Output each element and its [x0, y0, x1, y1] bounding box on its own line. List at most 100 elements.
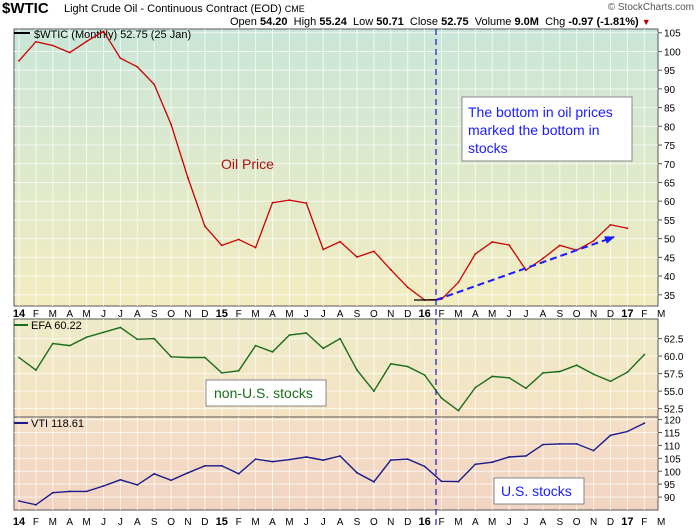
x-tick-label: J: [101, 309, 106, 320]
x-tick-label: D: [201, 517, 208, 528]
oil-data-point: [322, 248, 325, 251]
x-tick-label: M: [251, 517, 259, 528]
x-tick-label: F: [438, 309, 444, 320]
oil-data-point: [51, 44, 54, 47]
efa-data-point: [153, 337, 156, 340]
volume-value: 9.0M: [514, 16, 539, 28]
efa-y-tick-label: 57.5: [664, 370, 684, 381]
efa-y-tick-label: 55.0: [664, 387, 684, 398]
efa-data-point: [457, 409, 460, 412]
x-tick-label: J: [304, 309, 309, 320]
down-triangle-icon: ▼: [641, 17, 651, 27]
x-tick-label: J: [118, 517, 123, 528]
x-tick-label: 17: [621, 516, 633, 528]
vti-data-point: [153, 472, 156, 475]
oil-price-panel: 35 40 45 50 55 60 65 70 75 80 85 90 95 100 105 $WTIC (…: [13, 28, 681, 307]
oil-data-point: [491, 241, 494, 243]
oil-grid: [14, 29, 662, 306]
x-tick-label: F: [33, 517, 39, 528]
x-tick-label: O: [370, 309, 378, 320]
x-tick-label: M: [82, 517, 90, 528]
x-tick-label: A: [269, 309, 276, 320]
oil-y-tick-label: 105: [664, 29, 681, 40]
efa-data-point: [592, 373, 595, 376]
vti-y-tick-label: 95: [664, 480, 676, 491]
vti-data-point: [423, 465, 426, 468]
oil-data-point: [474, 253, 477, 255]
x-tick-label: F: [236, 517, 242, 528]
efa-panel: 52.5 55.0 57.5 60.0 62.5 EFA 60.22 non-U.S. …: [13, 318, 684, 418]
x-tick-label: M: [488, 517, 496, 528]
x-tick-label: D: [607, 517, 614, 528]
x-tick-label: 15: [216, 308, 228, 320]
oil-data-point: [237, 238, 240, 241]
x-tick-label: A: [540, 309, 547, 320]
x-tick-label: F: [641, 309, 647, 320]
efa-data-point: [525, 387, 527, 390]
close-label: Close: [409, 16, 439, 28]
x-tick-label: A: [134, 517, 141, 528]
x-axis-top: 14 F M A M J J A S O N D 15 F M A M J J A S O N D 16 F M A M J J A S O N D 1…: [13, 308, 665, 320]
close-value: 52.75: [441, 16, 469, 28]
oil-data-point: [356, 256, 358, 258]
oil-y-tick-label: 95: [664, 66, 676, 77]
oil-y-tick-label: 40: [664, 272, 676, 283]
vti-data-point: [220, 464, 223, 467]
vti-y-tick-label: 100: [664, 467, 681, 478]
high-value: 55.24: [319, 16, 347, 28]
x-axis-bottom: 14 F M A M J J A S O N D 15 F M A M J J A S O N D 16 F M A M J J A S O N D 1…: [13, 516, 665, 528]
us-label-box: [493, 477, 585, 505]
low-value: 50.71: [376, 16, 404, 28]
efa-data-point: [68, 344, 71, 347]
callout-line-2: marked the bottom in: [468, 122, 600, 138]
x-tick-label: S: [151, 517, 158, 528]
vti-data-point: [592, 449, 595, 452]
x-tick-label: 15: [216, 516, 228, 528]
x-tick-label: M: [657, 309, 665, 320]
x-tick-label: J: [321, 309, 326, 320]
oil-data-point: [525, 269, 527, 271]
efa-data-point: [35, 369, 37, 371]
oil-y-axis: 35 40 45 50 55 60 65 70 75 80 85 90 95 100 105: [658, 29, 681, 302]
watermark[interactable]: © StockCharts.com: [607, 2, 694, 13]
vti-data-point: [440, 480, 443, 483]
efa-data-point: [288, 334, 291, 336]
non-us-stocks-label: non-U.S. stocks: [214, 385, 313, 401]
efa-points: [18, 326, 646, 412]
callout-box: [461, 96, 633, 162]
vti-data-point: [18, 500, 20, 502]
vti-data-point: [643, 422, 646, 425]
efa-data-point: [626, 371, 629, 374]
x-tick-label: S: [556, 309, 563, 320]
vti-data-point: [558, 442, 561, 445]
oil-data-point: [170, 123, 173, 126]
x-tick-label: D: [404, 309, 411, 320]
vti-data-point: [136, 484, 139, 486]
x-tick-label: N: [590, 309, 597, 320]
x-tick-label: N: [387, 517, 394, 528]
oil-data-point: [305, 202, 308, 204]
x-tick-label: 14: [13, 516, 26, 528]
x-tick-label: M: [454, 309, 462, 320]
vti-data-point: [68, 490, 71, 493]
description-text: Light Crude Oil - Continuous Contract (E…: [64, 3, 282, 15]
x-tick-label: M: [49, 517, 57, 528]
oil-data-point: [339, 240, 341, 243]
efa-data-point: [542, 372, 544, 374]
vti-data-point: [254, 458, 257, 461]
efa-data-point: [220, 372, 223, 374]
oil-y-tick-label: 90: [664, 85, 676, 96]
x-tick-label: S: [354, 517, 361, 528]
efa-data-point: [85, 336, 88, 339]
oil-y-tick-label: 70: [664, 160, 676, 171]
efa-data-point: [356, 369, 358, 371]
vti-data-point: [119, 478, 122, 481]
vti-data-point: [51, 491, 54, 494]
vti-data-point: [474, 463, 477, 466]
efa-data-point: [18, 356, 20, 359]
x-tick-label: O: [370, 517, 378, 528]
oil-data-point: [626, 227, 629, 230]
efa-data-point: [187, 356, 189, 359]
